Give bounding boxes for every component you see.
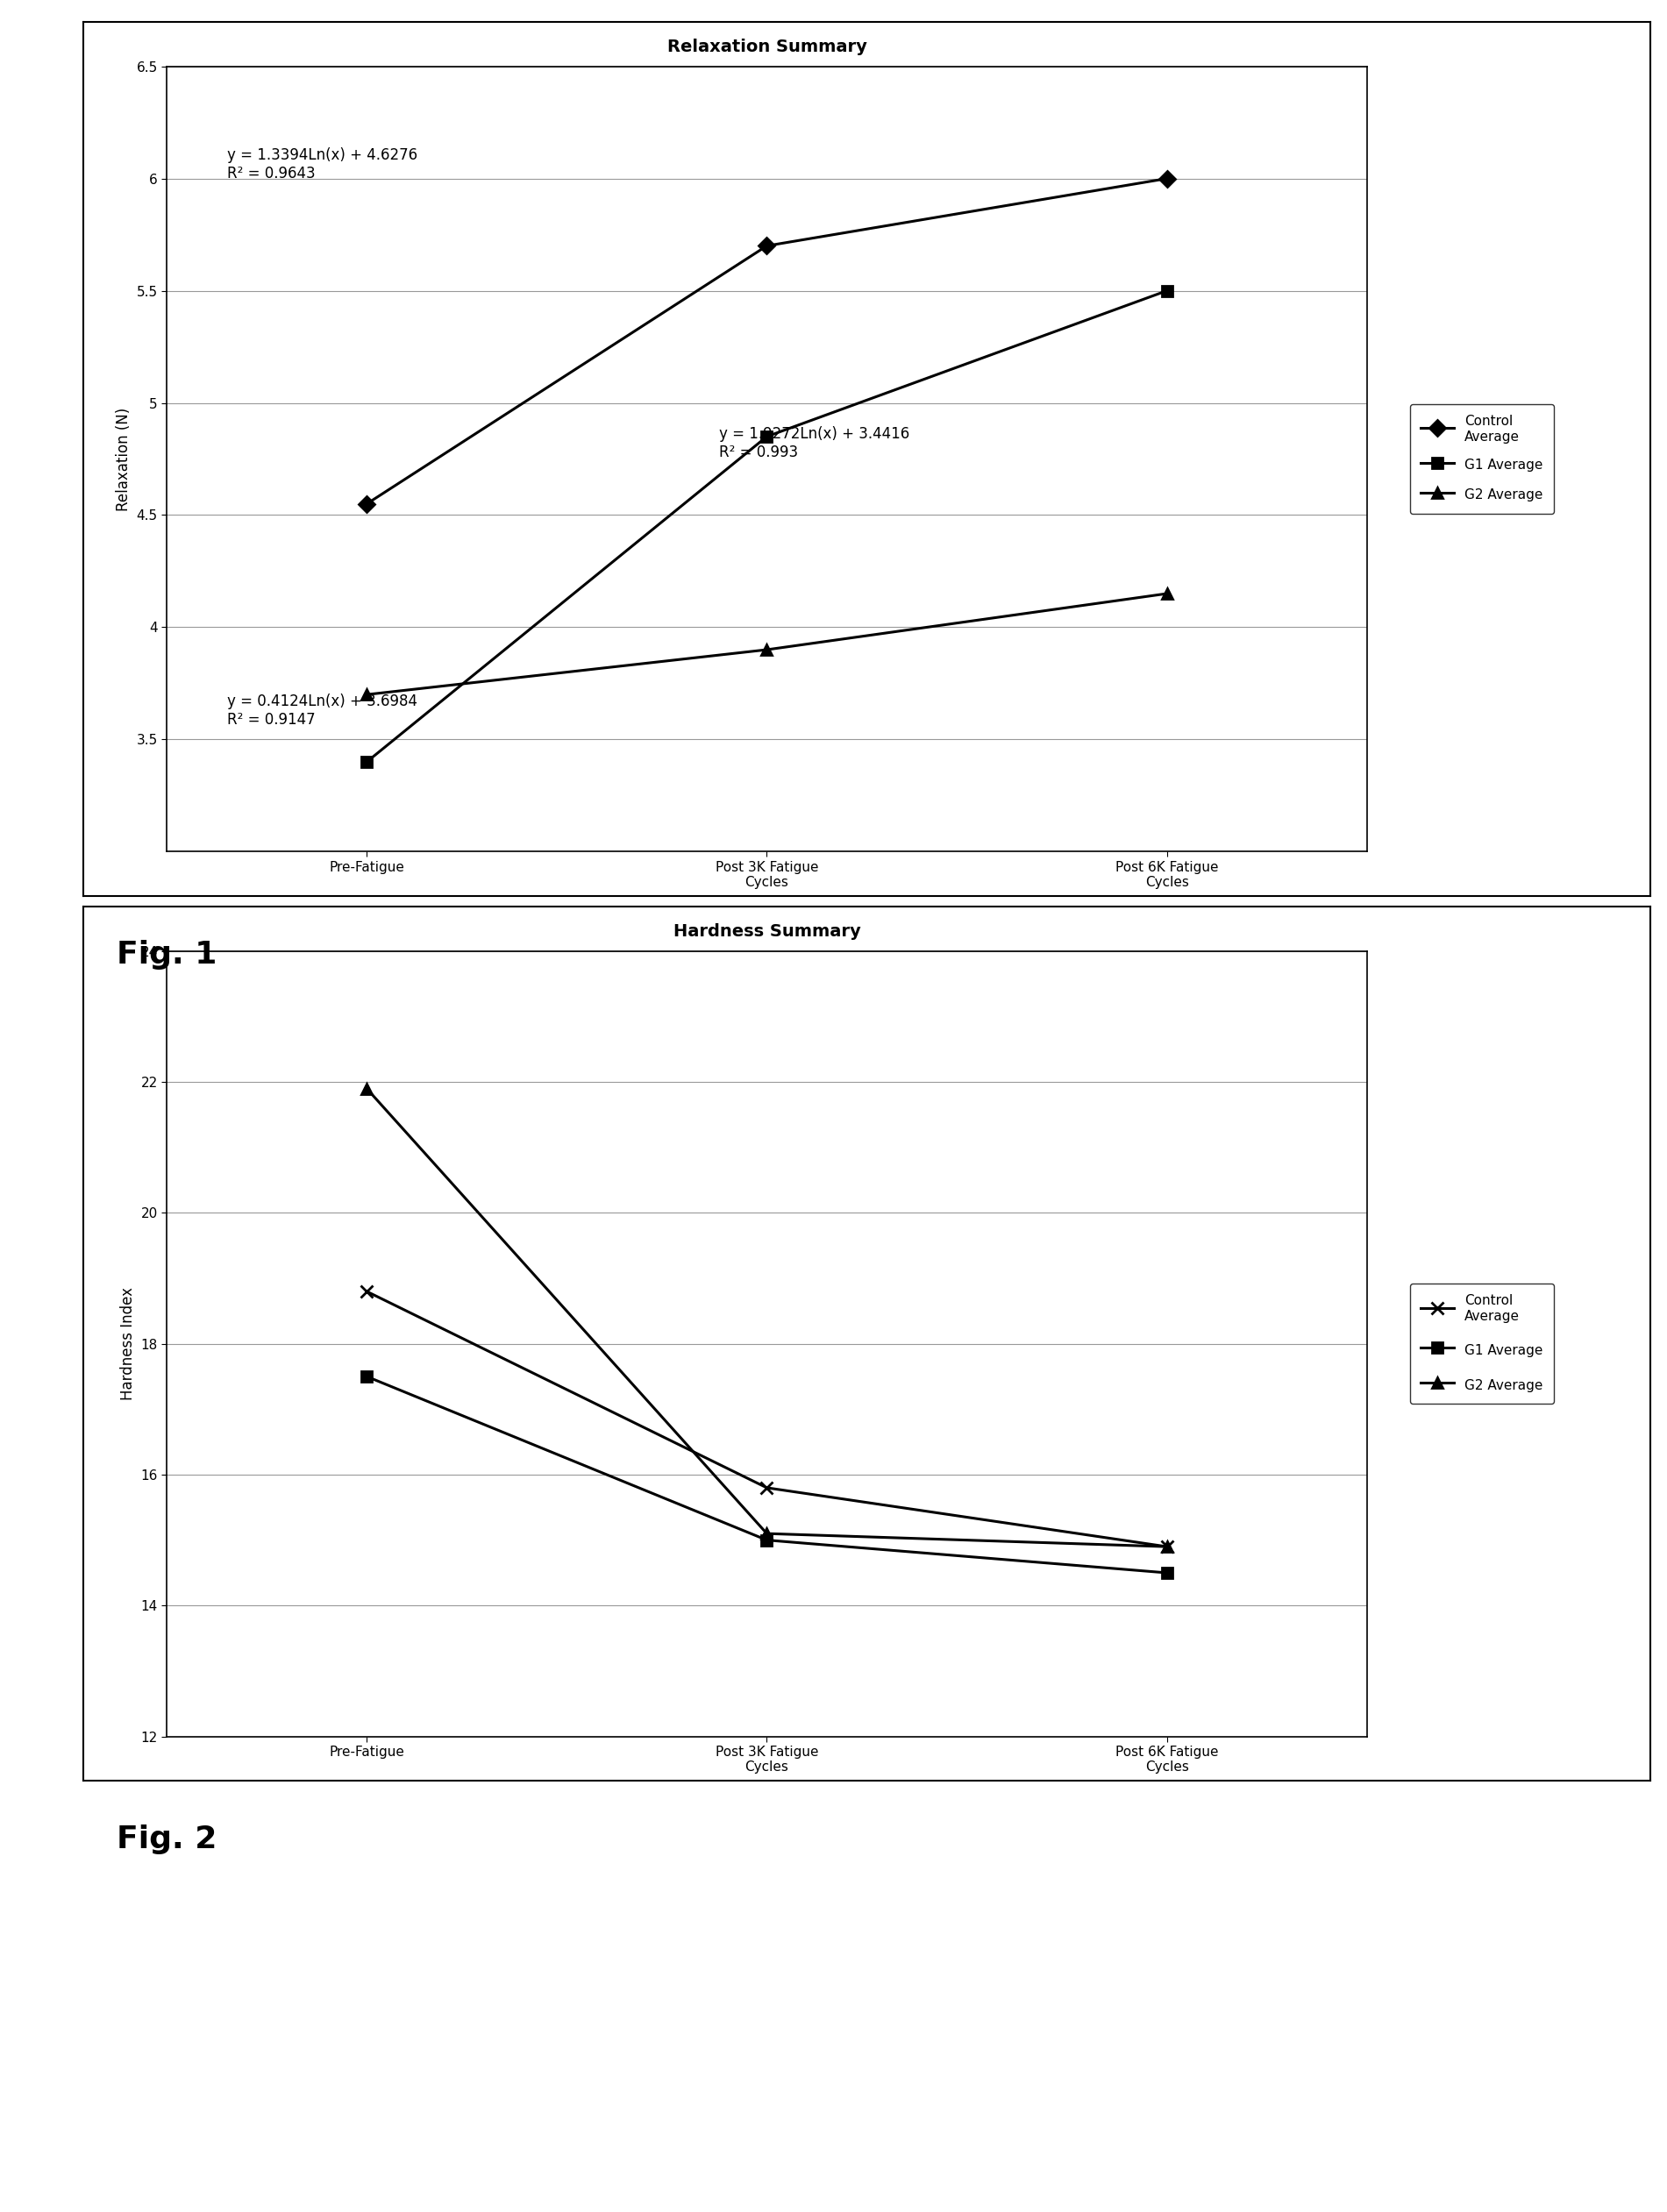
Line: Control
Average: Control Average	[362, 173, 1172, 509]
Text: Fig. 2: Fig. 2	[117, 1825, 217, 1854]
Control
Average	[357, 1279, 377, 1305]
Control
Average	[757, 232, 777, 259]
Title: Hardness Summary: Hardness Summary	[673, 922, 860, 940]
G1 Average	[757, 422, 777, 449]
Line: G2 Average: G2 Average	[362, 588, 1172, 699]
G1 Average	[1157, 276, 1177, 303]
G1 Average	[357, 748, 377, 774]
Text: y = 1.9272Ln(x) + 3.4416
R² = 0.993: y = 1.9272Ln(x) + 3.4416 R² = 0.993	[718, 427, 909, 460]
Line: G1 Average: G1 Average	[362, 285, 1172, 768]
Control
Average	[757, 1475, 777, 1502]
Legend: Control
Average, G1 Average, G2 Average: Control Average, G1 Average, G2 Average	[1410, 405, 1554, 513]
G2 Average	[357, 1075, 377, 1102]
Line: G1 Average: G1 Average	[362, 1371, 1172, 1579]
G2 Average	[1157, 1533, 1177, 1559]
G2 Average	[757, 637, 777, 664]
Y-axis label: Hardness Index: Hardness Index	[120, 1287, 135, 1400]
Line: Control
Average: Control Average	[360, 1285, 1174, 1553]
Line: G2 Average: G2 Average	[362, 1084, 1172, 1553]
G2 Average	[1157, 580, 1177, 606]
G1 Average	[1157, 1559, 1177, 1586]
Title: Relaxation Summary: Relaxation Summary	[667, 38, 867, 55]
G1 Average	[757, 1526, 777, 1553]
Text: Fig. 1: Fig. 1	[117, 940, 217, 969]
Text: y = 0.4124Ln(x) + 3.6984
R² = 0.9147: y = 0.4124Ln(x) + 3.6984 R² = 0.9147	[227, 692, 417, 728]
G2 Average	[757, 1520, 777, 1546]
Y-axis label: Relaxation (N): Relaxation (N)	[115, 407, 132, 511]
Control
Average	[357, 491, 377, 518]
G2 Average	[357, 681, 377, 708]
G1 Average	[357, 1363, 377, 1389]
Control
Average	[1157, 1533, 1177, 1559]
Legend: Control
Average, G1 Average, G2 Average: Control Average, G1 Average, G2 Average	[1410, 1283, 1554, 1405]
Control
Average	[1157, 166, 1177, 192]
Text: y = 1.3394Ln(x) + 4.6276
R² = 0.9643: y = 1.3394Ln(x) + 4.6276 R² = 0.9643	[227, 148, 417, 181]
